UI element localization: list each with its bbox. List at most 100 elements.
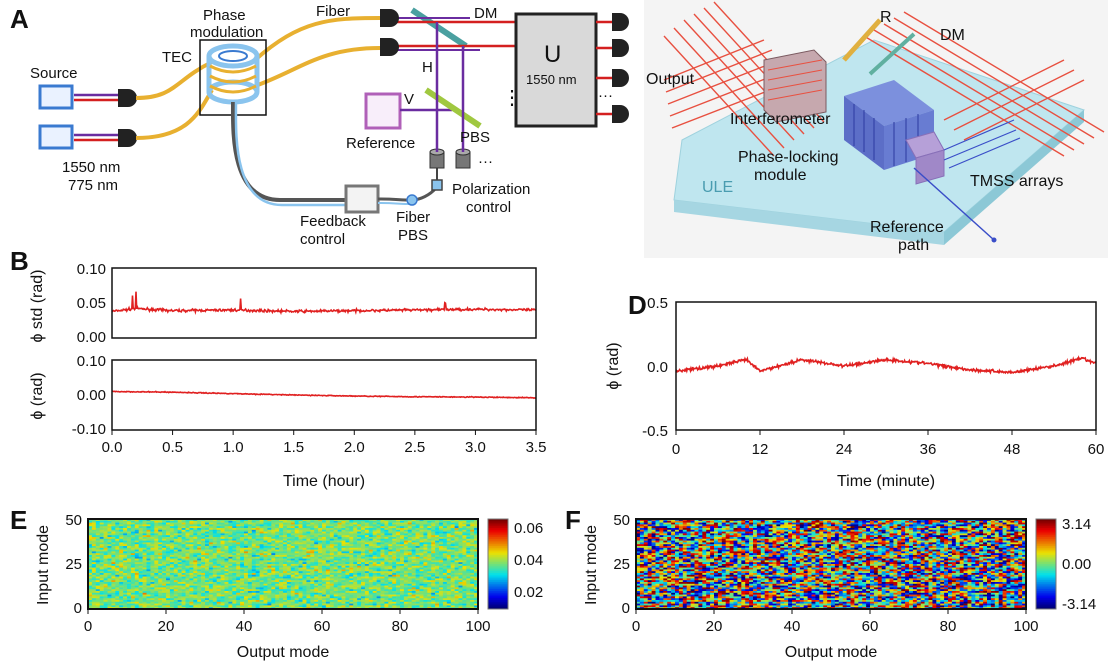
heatmap-cell [244, 533, 249, 536]
heatmap-cell [384, 551, 389, 554]
heatmap-cell [419, 571, 424, 574]
heatmap-cell [169, 583, 175, 586]
heatmap-cell [384, 603, 389, 606]
heatmap-cell [240, 574, 245, 577]
heatmap-cell [294, 520, 299, 523]
heatmap-cell [407, 567, 412, 570]
heatmap-cell [220, 567, 225, 570]
heatmap-cell [439, 522, 444, 525]
heatmap-cell [259, 596, 264, 599]
heatmap-cell [415, 546, 420, 549]
heatmap-cell [228, 528, 233, 531]
heatmap-cell [158, 564, 163, 567]
heatmap-cell [388, 553, 393, 556]
heatmap-cell [189, 573, 194, 576]
heatmap-cell [107, 583, 112, 586]
heatmap-cell [329, 562, 334, 565]
heatmap-cell [212, 535, 217, 538]
heatmap-cell [396, 551, 401, 554]
heatmap-cell [400, 520, 405, 523]
heatmap-cell [95, 582, 100, 585]
heatmap-cell [216, 569, 221, 572]
heatmap-cell [166, 549, 171, 552]
heatmap-cell [220, 546, 225, 549]
heatmap-cell [154, 574, 159, 577]
heatmap-cell [244, 542, 249, 545]
label-pbs: PBS [460, 129, 490, 146]
heatmap-cell [357, 538, 362, 541]
heatmap-cell [154, 567, 159, 570]
heatmap-cell [103, 583, 108, 586]
heatmap-cell [372, 574, 377, 577]
heatmap-cell [138, 573, 143, 576]
heatmap-cell [154, 603, 159, 606]
heatmap-cell [208, 558, 214, 561]
heatmap-cell [474, 528, 479, 531]
heatmap-cell [88, 605, 93, 608]
heatmap-cell [415, 522, 420, 525]
heatmap-cell [411, 560, 416, 563]
heatmap-cell [310, 571, 315, 574]
heatmap-cell [474, 603, 479, 606]
heatmap-cell [103, 571, 108, 574]
heatmap-cell [123, 605, 128, 608]
heatmap-cell [403, 592, 409, 595]
heatmap-cell [142, 605, 147, 608]
heatmap-cell [396, 573, 401, 576]
heatmap-cell [314, 533, 319, 536]
heatmap-cell [107, 567, 112, 570]
heatmap-cell [454, 522, 459, 525]
heatmap-cell [333, 524, 338, 527]
heatmap-cell [130, 574, 136, 577]
heatmap-cell [216, 571, 221, 574]
heatmap-cell [322, 582, 327, 585]
heatmap-cell [400, 585, 405, 588]
heatmap-cell [103, 601, 108, 604]
heatmap-cell [384, 592, 389, 595]
heatmap-cell [169, 600, 175, 603]
heatmap-cell [349, 519, 354, 522]
heatmap-cell [236, 558, 241, 561]
heatmap-cell [290, 562, 295, 565]
heatmap-cell [189, 580, 194, 583]
heatmap-cell [400, 524, 405, 527]
heatmap-cell [224, 549, 229, 552]
heatmap-cell [232, 560, 237, 563]
heatmap-cell [146, 582, 151, 585]
heatmap-cell [185, 522, 190, 525]
heatmap-cell [275, 542, 280, 545]
heatmap-cell [166, 524, 171, 527]
heatmap-cell [150, 562, 155, 565]
heatmap-cell [341, 526, 346, 529]
heatmap-cell [403, 526, 409, 529]
heatmap-cell [325, 592, 331, 595]
heatmap-cell [232, 535, 237, 538]
heatmap-cell [329, 583, 334, 586]
heatmap-cell [384, 576, 389, 579]
heatmap-cell [435, 526, 440, 529]
heatmap-cell [247, 560, 253, 563]
heatmap-cell [275, 558, 280, 561]
heatmap-cell [146, 596, 151, 599]
heatmap-cell [228, 542, 233, 545]
heatmap-cell [150, 535, 155, 538]
heatmap-cell [388, 562, 393, 565]
heatmap-cell [403, 553, 409, 556]
heatmap-cell [197, 544, 202, 547]
heatmap-cell [407, 592, 412, 595]
heatmap-cell [431, 526, 436, 529]
heatmap-cell [251, 549, 256, 552]
heatmap-cell [119, 556, 124, 559]
heatmap-cell [255, 574, 260, 577]
heatmap-cell [146, 589, 151, 592]
heatmap-cell [345, 601, 350, 604]
heatmap-cell [197, 596, 202, 599]
heatmap-cell [146, 535, 151, 538]
heatmap-cell [427, 546, 432, 549]
heatmap-cell [427, 551, 432, 554]
heatmap-cell [228, 585, 233, 588]
heatmap-cell [310, 567, 315, 570]
heatmap-cell [95, 540, 100, 543]
heatmap-cell [115, 576, 120, 579]
heatmap-cell [279, 564, 284, 567]
